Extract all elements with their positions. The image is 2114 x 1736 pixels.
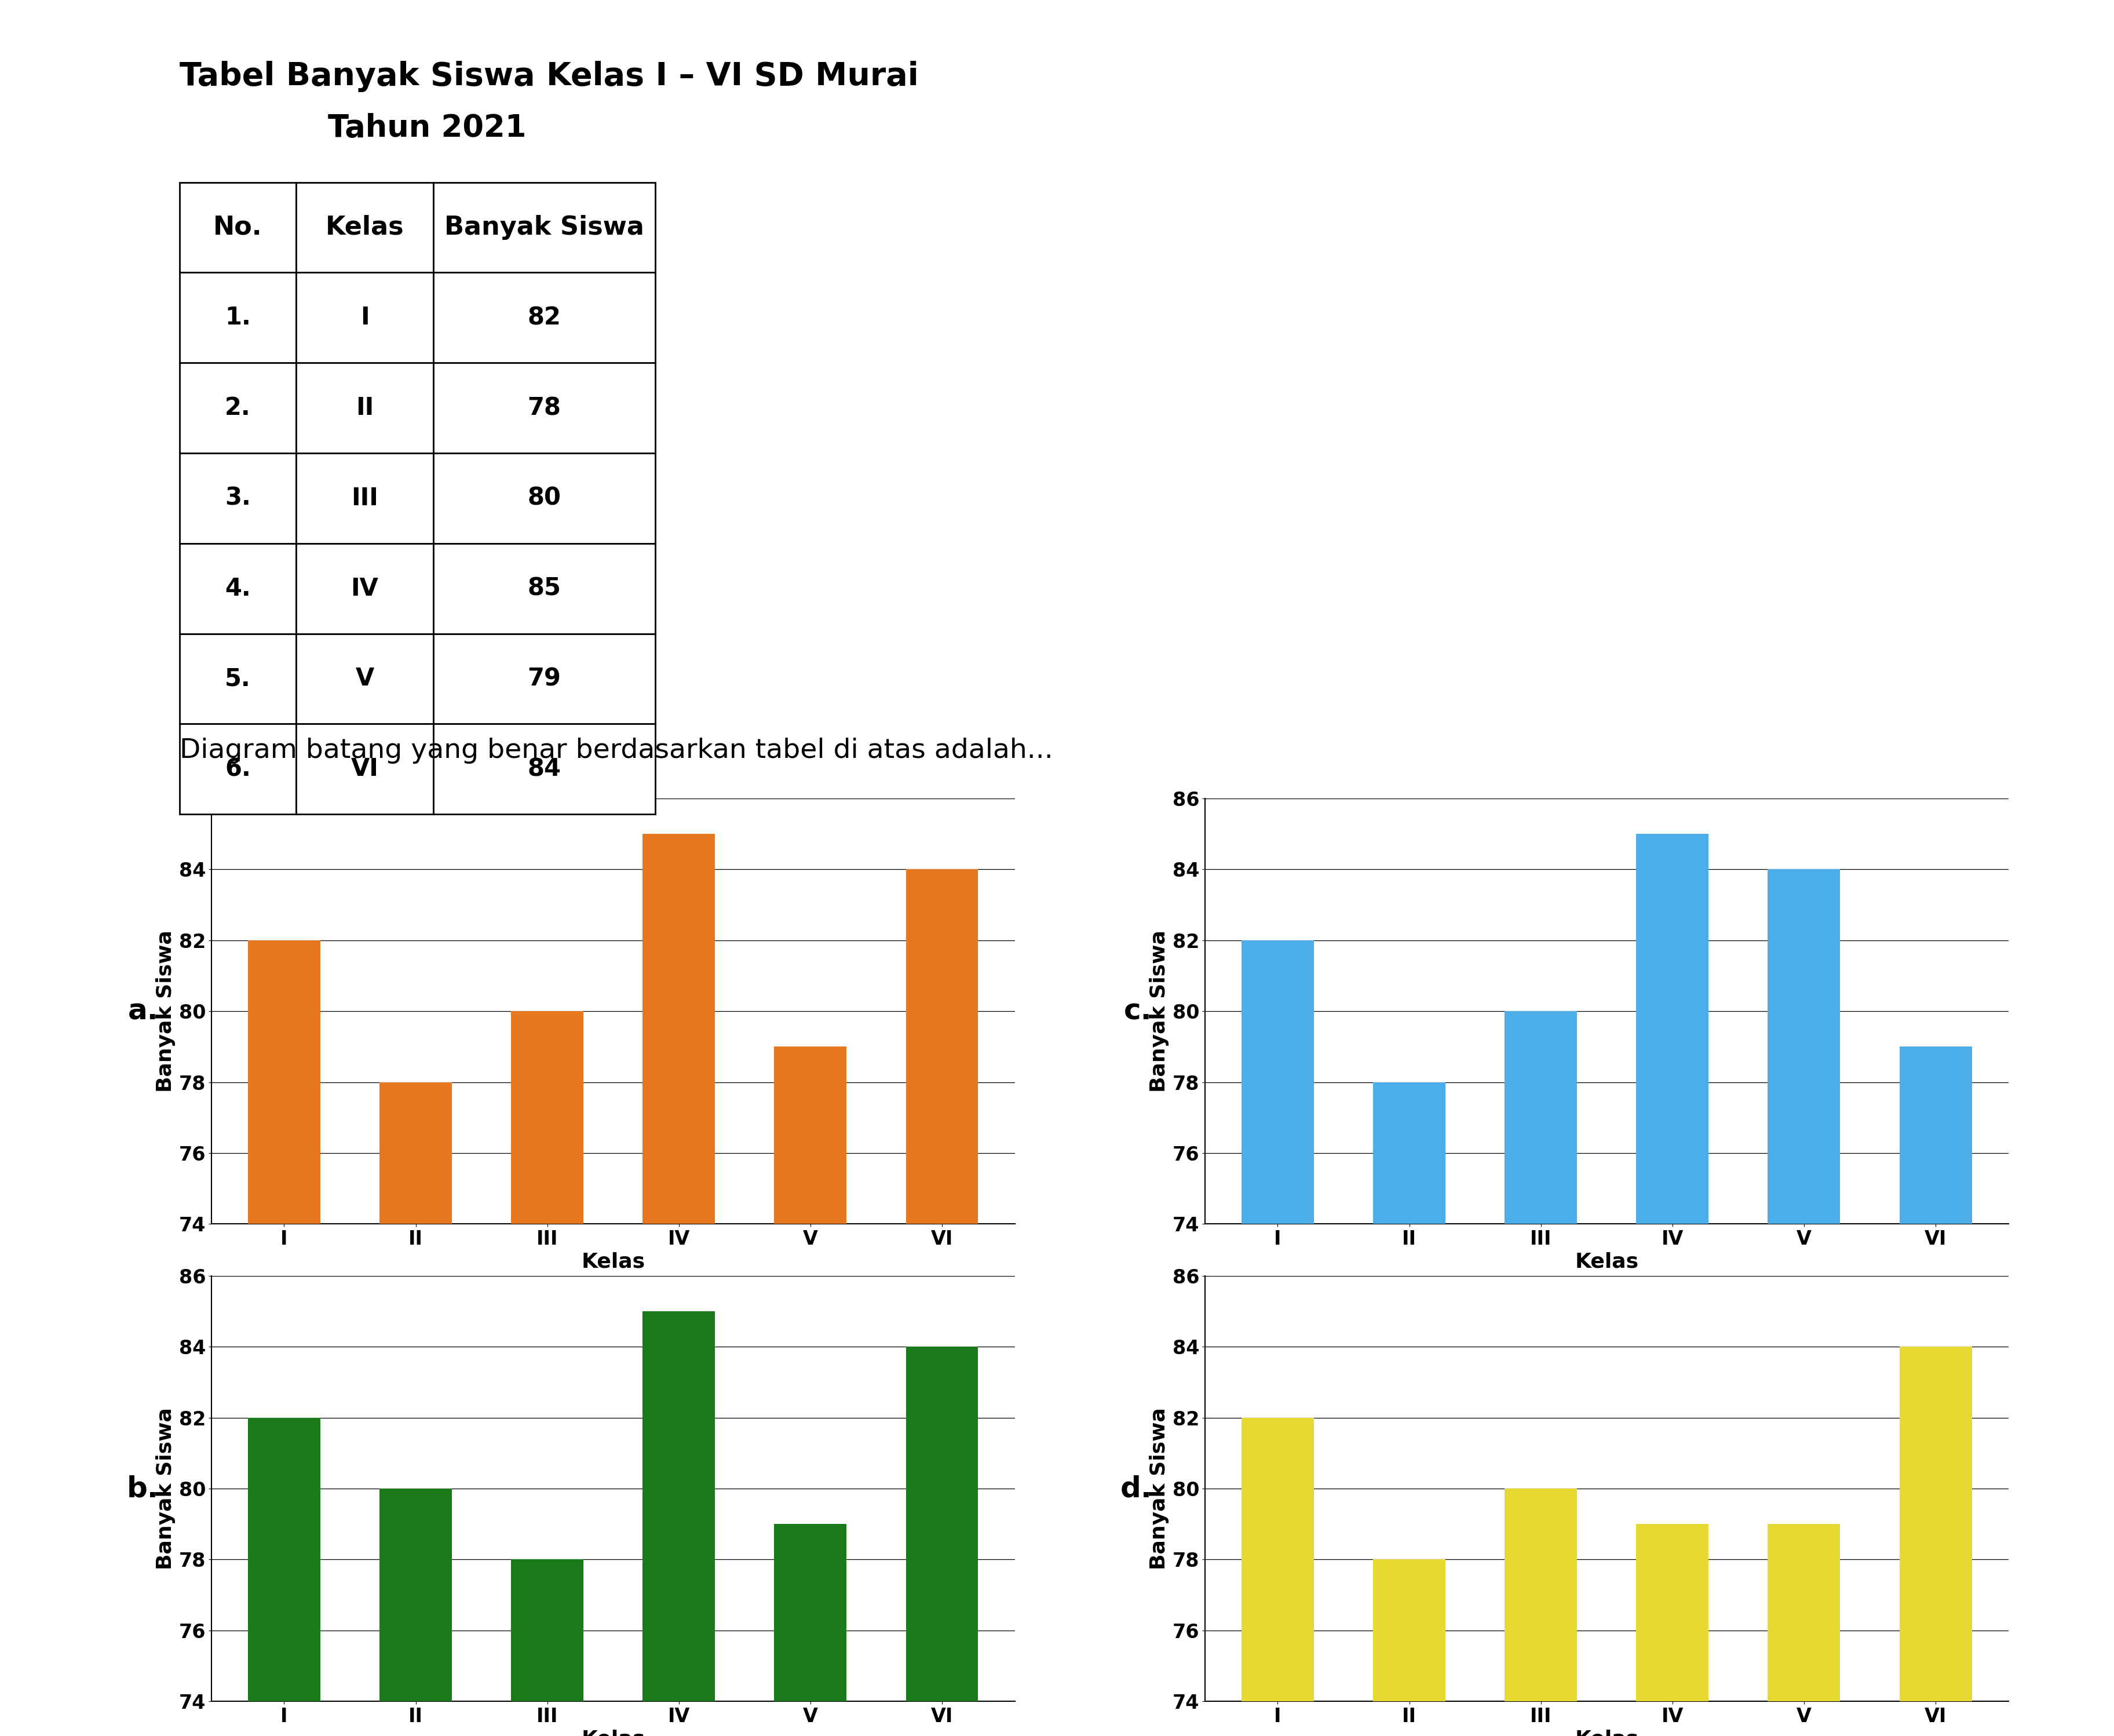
Text: 3.: 3. [224,486,252,510]
Y-axis label: Banyak Siswa: Banyak Siswa [1150,930,1169,1092]
Text: 80: 80 [528,486,560,510]
Bar [1505,1488,1577,1736]
Text: 82: 82 [528,306,560,330]
Text: 6.: 6. [224,757,252,781]
Text: IV: IV [351,576,378,601]
Bar [905,1347,979,1736]
Bar [381,1082,452,1736]
Text: 2.: 2. [224,396,252,420]
Bar [1505,1010,1577,1736]
Text: 79: 79 [528,667,560,691]
Text: I: I [359,306,370,330]
Text: a.: a. [129,996,159,1026]
Bar [1374,1082,1446,1736]
Bar [643,1311,715,1736]
Bar [1898,1047,1972,1736]
Text: II: II [355,396,374,420]
Bar [774,1047,846,1736]
Y-axis label: Banyak Siswa: Banyak Siswa [156,930,175,1092]
X-axis label: Kelas: Kelas [581,1729,645,1736]
Bar [1241,941,1315,1736]
Y-axis label: Banyak Siswa: Banyak Siswa [1150,1408,1169,1569]
Y-axis label: Banyak Siswa: Banyak Siswa [156,1408,175,1569]
X-axis label: Kelas: Kelas [1575,1252,1638,1271]
X-axis label: Kelas: Kelas [581,1252,645,1271]
Bar [905,870,979,1736]
Text: d.: d. [1120,1474,1152,1503]
Text: VI: VI [351,757,378,781]
Text: III: III [351,486,378,510]
Text: Kelas: Kelas [326,215,404,240]
Text: V: V [355,667,374,691]
Text: 5.: 5. [224,667,252,691]
Bar [1374,1559,1446,1736]
Text: Diagram batang yang benar berdasarkan tabel di atas adalah...: Diagram batang yang benar berdasarkan ta… [180,738,1053,764]
Text: Banyak Siswa: Banyak Siswa [444,215,645,240]
Bar [774,1524,846,1736]
Text: 85: 85 [528,576,560,601]
X-axis label: Kelas: Kelas [1575,1729,1638,1736]
Text: No.: No. [214,215,262,240]
Bar [512,1010,583,1736]
Bar [1767,870,1839,1736]
Text: 1.: 1. [224,306,252,330]
Text: b.: b. [127,1474,159,1503]
Bar [1636,1524,1708,1736]
Bar [1636,833,1708,1736]
Bar [1898,1347,1972,1736]
Bar [512,1559,583,1736]
Text: Tahun 2021: Tahun 2021 [328,113,526,142]
Bar [247,941,321,1736]
Bar [381,1488,452,1736]
Bar [1767,1524,1839,1736]
Text: c.: c. [1125,996,1152,1026]
Text: 4.: 4. [224,576,252,601]
Bar [247,1418,321,1736]
Text: Tabel Banyak Siswa Kelas I – VI SD Murai: Tabel Banyak Siswa Kelas I – VI SD Murai [180,61,920,92]
Text: 78: 78 [528,396,560,420]
Bar [1241,1418,1315,1736]
Bar [643,833,715,1736]
Text: 84: 84 [528,757,560,781]
